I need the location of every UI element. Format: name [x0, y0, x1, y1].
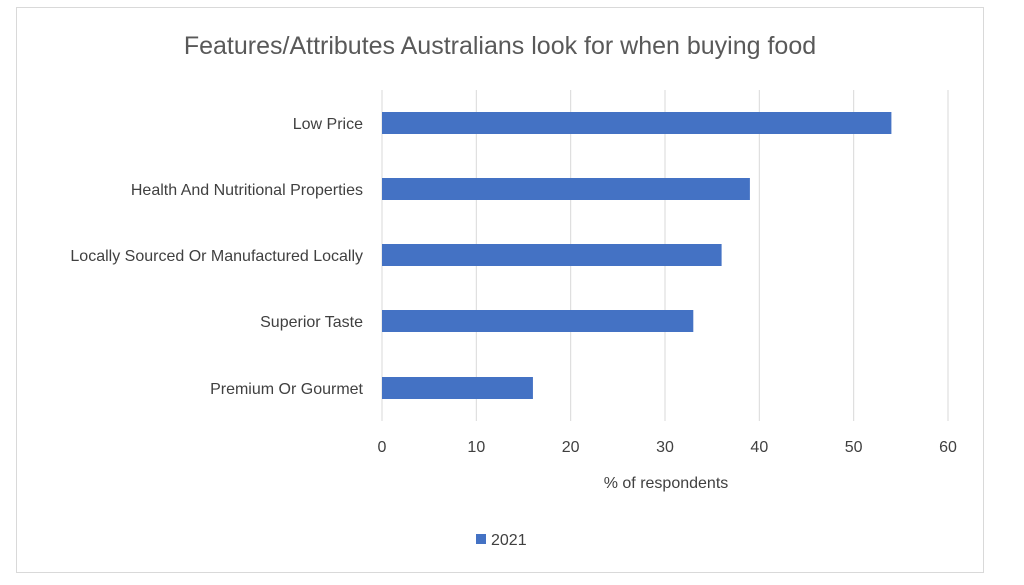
x-tick-label: 50 [845, 439, 863, 456]
chart-title: Features/Attributes Australians look for… [184, 32, 816, 60]
category-label: Superior Taste [260, 314, 363, 331]
x-tick-label: 60 [939, 439, 957, 456]
category-labels: Low Price Health And Nutritional Properti… [70, 116, 363, 398]
category-label: Health And Nutritional Properties [131, 182, 363, 199]
category-label: Low Price [293, 116, 363, 133]
gridlines [381, 90, 949, 421]
bar-low-price [382, 112, 892, 134]
bars [382, 112, 892, 399]
x-tick-labels: 0 10 20 30 40 50 60 [378, 439, 957, 456]
bar-locally-sourced-or-manufactured-locally [382, 244, 722, 266]
legend: 2021 [476, 532, 527, 549]
x-axis-title: % of respondents [604, 475, 729, 492]
x-tick-label: 20 [562, 439, 580, 456]
x-tick-label: 0 [378, 439, 387, 456]
bar-superior-taste [382, 310, 694, 332]
bar-premium-or-gourmet [382, 377, 533, 399]
category-label: Locally Sourced Or Manufactured Locally [70, 248, 363, 265]
category-label: Premium Or Gourmet [210, 381, 363, 398]
legend-label: 2021 [491, 532, 527, 549]
x-tick-label: 40 [750, 439, 768, 456]
x-tick-label: 10 [467, 439, 485, 456]
legend-swatch [476, 534, 486, 544]
chart-frame [16, 7, 984, 573]
x-tick-label: 30 [656, 439, 674, 456]
bar-health-and-nutritional-properties [382, 178, 750, 200]
